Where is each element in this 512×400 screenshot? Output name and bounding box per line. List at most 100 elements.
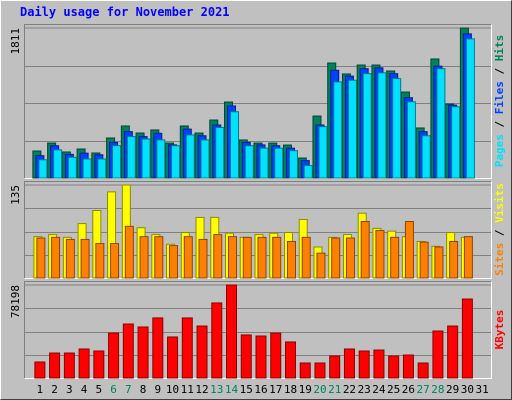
bar <box>274 147 284 179</box>
bar <box>67 156 77 179</box>
bar <box>390 236 400 279</box>
bar <box>198 238 208 279</box>
x-tick-label: 30 <box>461 383 474 396</box>
x-tick-label: 12 <box>195 383 208 396</box>
bar <box>112 145 122 179</box>
plot-border-dark <box>24 181 492 279</box>
bar <box>288 150 298 179</box>
bar <box>463 236 473 279</box>
bar <box>240 334 252 379</box>
bar <box>331 237 341 279</box>
legend-entry: Visits <box>493 183 506 223</box>
x-tick-label: 19 <box>299 383 312 396</box>
x-tick-label: 8 <box>140 383 147 396</box>
legend-separator: / <box>493 114 506 134</box>
x-tick-label: 6 <box>110 383 117 396</box>
bar <box>402 354 414 379</box>
bar <box>255 335 267 379</box>
bar <box>156 139 166 179</box>
bar <box>122 323 134 379</box>
bar <box>286 240 296 279</box>
bar <box>449 240 459 279</box>
bar <box>124 225 134 279</box>
plot-border-dark <box>24 281 492 379</box>
bar <box>181 317 193 379</box>
bar <box>377 72 387 179</box>
bar <box>461 298 473 379</box>
legend-entry: KBytes <box>493 310 506 350</box>
y-tick-label: 1811 <box>9 28 22 55</box>
bar <box>110 243 120 279</box>
legend-separator: / <box>493 61 506 81</box>
bar <box>171 145 181 179</box>
bar <box>65 238 75 279</box>
bar <box>80 238 90 279</box>
legend: Pages / Files / Hits <box>493 35 506 168</box>
x-tick-label: 3 <box>66 383 73 396</box>
bar <box>49 352 61 379</box>
x-tick-label: 2 <box>51 383 58 396</box>
bar <box>465 38 475 179</box>
bar <box>362 73 372 179</box>
bar <box>259 147 269 179</box>
plot-border-light <box>24 181 492 279</box>
legend-entry: Hits <box>493 35 506 62</box>
y-tick-label: 135 <box>9 185 22 205</box>
x-tick-label: 31 <box>476 383 489 396</box>
bar <box>404 221 414 279</box>
bar <box>347 79 357 179</box>
bar <box>154 236 164 279</box>
bar <box>392 78 402 179</box>
bar <box>97 158 107 179</box>
bar <box>447 325 459 379</box>
x-tick-label: 5 <box>96 383 103 396</box>
x-tick-label: 24 <box>372 383 386 396</box>
x-tick-label: 9 <box>154 383 161 396</box>
x-tick-label: 22 <box>343 383 356 396</box>
legend: KBytes <box>493 310 506 350</box>
bar <box>345 237 355 279</box>
plot-border-light <box>24 24 492 179</box>
bar <box>284 341 296 379</box>
bar <box>51 236 61 279</box>
bar <box>343 348 355 379</box>
bar <box>141 138 151 179</box>
bar <box>434 246 444 279</box>
bar <box>373 349 385 379</box>
x-tick-label: 29 <box>446 383 459 396</box>
x-tick-label: 25 <box>387 383 400 396</box>
bar <box>95 243 105 279</box>
bar <box>406 101 416 179</box>
x-tick-label: 1 <box>37 383 44 396</box>
bar <box>299 362 311 379</box>
bar <box>82 158 92 179</box>
x-tick-label: 17 <box>269 383 282 396</box>
bar <box>417 362 429 379</box>
bar <box>200 139 210 179</box>
plot-border-light <box>24 281 492 379</box>
bar <box>38 159 48 179</box>
bar <box>301 236 311 279</box>
bar <box>93 350 105 379</box>
bar <box>228 236 238 279</box>
chart-title: Daily usage for November 2021 <box>20 5 230 19</box>
bar <box>183 236 193 279</box>
bar <box>360 221 370 279</box>
legend: Sites / Visits <box>493 183 506 276</box>
bar <box>211 302 223 379</box>
bar <box>226 284 238 379</box>
x-tick-label: 18 <box>284 383 297 396</box>
bar <box>213 234 223 279</box>
legend-entry: Sites <box>493 243 506 276</box>
x-tick-label: 26 <box>402 383 415 396</box>
legend-entry: Pages <box>493 134 506 167</box>
bar <box>196 325 208 379</box>
bar <box>185 134 195 179</box>
bar <box>242 236 252 279</box>
bar <box>139 236 149 279</box>
bar <box>126 136 136 179</box>
bar <box>329 355 341 379</box>
bar <box>388 355 400 379</box>
x-tick-label: 20 <box>313 383 326 396</box>
